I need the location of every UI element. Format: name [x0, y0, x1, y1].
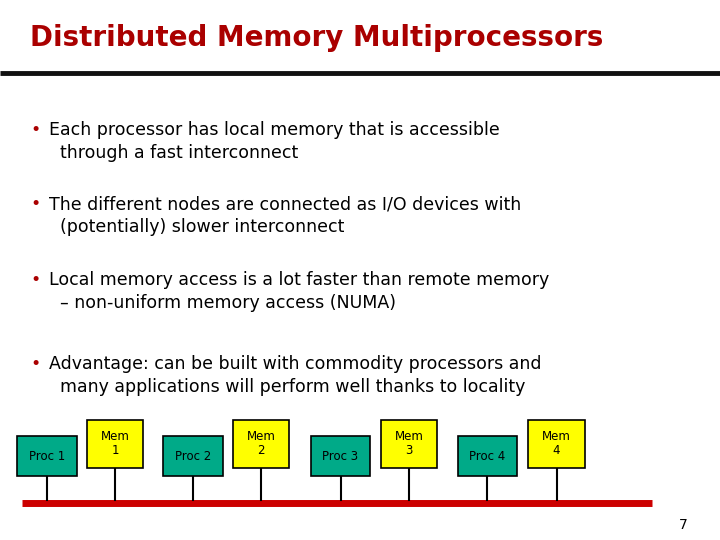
FancyBboxPatch shape — [528, 420, 585, 468]
Text: Mem
3: Mem 3 — [395, 430, 423, 457]
Text: •: • — [30, 195, 40, 213]
FancyBboxPatch shape — [311, 436, 370, 476]
Text: Distributed Memory Multiprocessors: Distributed Memory Multiprocessors — [30, 24, 603, 52]
Text: Each processor has local memory that is accessible
  through a fast interconnect: Each processor has local memory that is … — [49, 121, 500, 162]
Text: Advantage: can be built with commodity processors and
  many applications will p: Advantage: can be built with commodity p… — [49, 355, 541, 396]
Text: Proc 2: Proc 2 — [175, 449, 211, 463]
Text: Proc 4: Proc 4 — [469, 449, 505, 463]
FancyBboxPatch shape — [458, 436, 518, 476]
Text: Mem
1: Mem 1 — [101, 430, 130, 457]
FancyBboxPatch shape — [17, 436, 77, 476]
FancyBboxPatch shape — [87, 420, 143, 468]
Text: Mem
4: Mem 4 — [542, 430, 571, 457]
Text: 7: 7 — [679, 518, 688, 532]
FancyBboxPatch shape — [233, 420, 289, 468]
Text: •: • — [30, 121, 40, 139]
Text: Mem
2: Mem 2 — [247, 430, 276, 457]
Text: Proc 3: Proc 3 — [323, 449, 359, 463]
Text: The different nodes are connected as I/O devices with
  (potentially) slower int: The different nodes are connected as I/O… — [49, 195, 521, 237]
Text: Proc 1: Proc 1 — [29, 449, 65, 463]
Text: •: • — [30, 271, 40, 289]
Text: •: • — [30, 355, 40, 373]
FancyBboxPatch shape — [381, 420, 437, 468]
FancyBboxPatch shape — [163, 436, 223, 476]
Text: Local memory access is a lot faster than remote memory
  – non-uniform memory ac: Local memory access is a lot faster than… — [49, 271, 549, 312]
